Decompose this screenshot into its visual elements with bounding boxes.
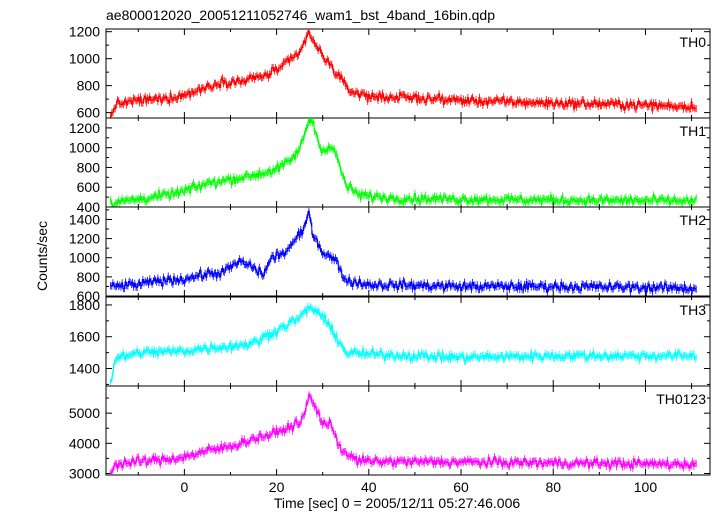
data-line (110, 394, 697, 474)
error-bars (110, 391, 697, 475)
panel-frame (105, 385, 711, 476)
x-tick-label: 100 (634, 479, 658, 495)
y-tick-label: 3000 (69, 465, 100, 481)
y-tick-label: 1000 (69, 250, 100, 266)
y-tick-label: 800 (77, 78, 101, 94)
y-tick-label: 1200 (69, 24, 100, 40)
panel-th1: 400 600 800 1000 1200 TH1 (69, 117, 711, 215)
x-tick-label: 60 (453, 479, 469, 495)
data-line (110, 30, 697, 118)
x-tick-label: 80 (545, 479, 561, 495)
panel-th0123: 3000 4000 5000 TH0123 (69, 385, 711, 481)
data-line (110, 305, 697, 383)
error-bars (110, 118, 697, 207)
data-line (110, 118, 697, 207)
y-tick-label: 1200 (69, 120, 100, 136)
y-tick-label: 1400 (69, 361, 100, 377)
y-tick-label: 1200 (69, 231, 100, 247)
y-tick-label: 600 (77, 179, 101, 195)
y-tick-label: 4000 (69, 435, 100, 451)
series-th1 (110, 118, 697, 207)
x-tick-label: 0 (180, 479, 188, 495)
y-axis-label: Counts/sec (34, 221, 50, 291)
y-tick-label: 1800 (69, 297, 100, 313)
panel-th0: 600 800 1000 1200 TH0 (69, 24, 711, 121)
panel-frame (105, 296, 711, 387)
series-th0 (110, 29, 697, 118)
x-axis-label: Time [sec] 0 = 2005/12/11 05:27:46.006 (274, 495, 521, 511)
error-bars (110, 302, 697, 386)
error-bars (110, 29, 697, 118)
panel-label: TH1 (680, 123, 707, 139)
panel-th3: 1400 1600 1800 TH3 (69, 296, 711, 387)
y-tick-label: 400 (77, 199, 101, 215)
error-bars (110, 207, 697, 296)
y-tick-label: 600 (77, 288, 101, 304)
panel-th2: 600 800 1000 1200 1400 TH2 (69, 206, 711, 304)
series-th0123 (110, 391, 697, 475)
y-tick-label: 1400 (69, 211, 100, 227)
y-tick-label: 600 (77, 105, 101, 121)
y-tick-label: 800 (77, 269, 101, 285)
chart-title: ae800012020_20051211052746_wam1_bst_4ban… (106, 7, 495, 23)
series-th2 (110, 207, 697, 296)
data-line (110, 210, 697, 293)
x-tick-labels: 0 20 40 60 80 100 (180, 479, 657, 495)
panel-frame (105, 117, 711, 208)
y-tick-label: 1600 (69, 329, 100, 345)
y-tick-label: 1000 (69, 140, 100, 156)
panel-label: TH3 (680, 302, 707, 318)
x-tick-label: 40 (361, 479, 377, 495)
panel-label: TH2 (680, 212, 707, 228)
y-tick-label: 5000 (69, 405, 100, 421)
panel-label: TH0 (680, 34, 707, 50)
panel-frame (105, 206, 711, 297)
series-th3 (110, 302, 697, 386)
y-tick-label: 800 (77, 159, 101, 175)
panel-label: TH0123 (656, 391, 706, 407)
y-tick-label: 1000 (69, 51, 100, 67)
x-tick-label: 20 (269, 479, 285, 495)
